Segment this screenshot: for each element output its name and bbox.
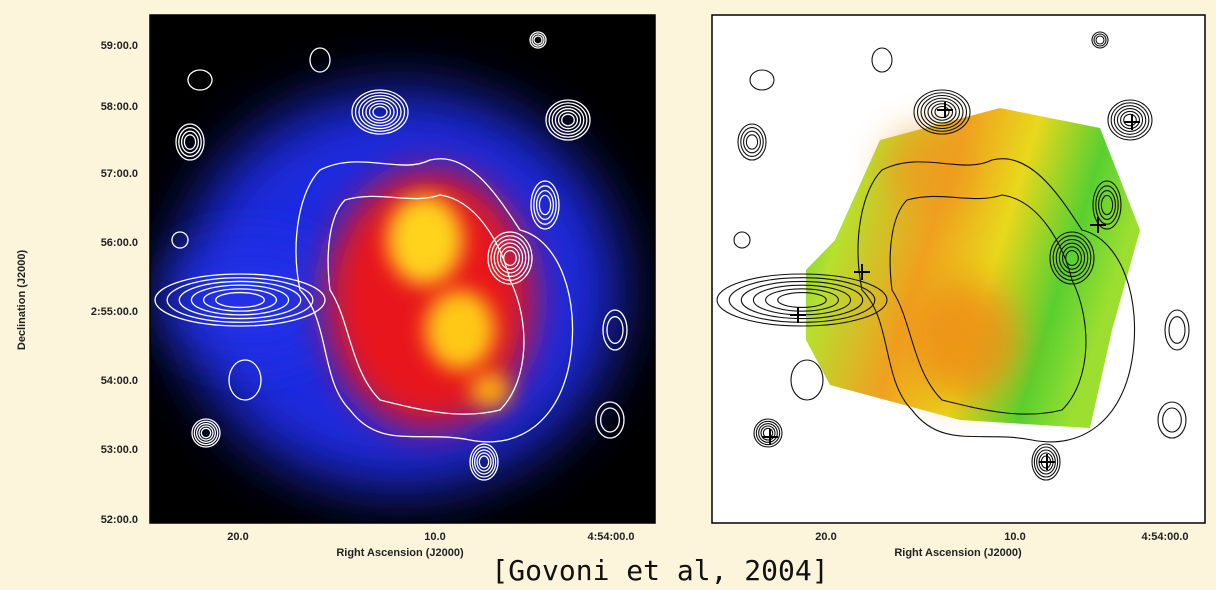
y-tick-label: 59:00.0	[101, 40, 138, 52]
y-tick-label: 52:00.0	[101, 514, 138, 526]
y-tick-label: 2:55:00.0	[91, 306, 138, 318]
x-axis-title: Right Ascension (J2000)	[336, 547, 464, 559]
spectral-patch	[910, 280, 1020, 400]
y-tick-label: 56:00.0	[101, 237, 138, 249]
y-tick-labels: 59:00.0 58:00.0 57:00.0 56:00.0 2:55:00.0 54:…	[91, 40, 138, 526]
spectral-index-image	[712, 15, 1205, 523]
yellow-emission	[470, 372, 510, 408]
y-tick-label: 58:00.0	[101, 101, 138, 113]
x-tick-label: 10.0	[424, 531, 445, 543]
y-tick-label: 57:00.0	[101, 168, 138, 180]
yellow-emission	[425, 290, 495, 370]
y-tick-label: 54:00.0	[101, 375, 138, 387]
y-axis-title: Declination (J2000)	[16, 250, 28, 351]
figure: Declination (J2000) 59:00.0 58:00.0 57:00.…	[0, 0, 1216, 590]
xray-image	[150, 15, 655, 523]
x-axis-title: Right Ascension (J2000)	[894, 547, 1022, 559]
x-tick-label: 20.0	[815, 531, 836, 543]
y-tick-label: 53:00.0	[101, 444, 138, 456]
x-tick-label: 4:54:00.0	[587, 531, 634, 543]
x-tick-label: 10.0	[1004, 531, 1025, 543]
caption: [Govoni et al, 2004]	[491, 554, 828, 587]
page: Declination (J2000) 59:00.0 58:00.0 57:00.…	[0, 0, 1216, 590]
yellow-emission	[387, 195, 463, 285]
x-tick-label: 4:54:00.0	[1141, 531, 1188, 543]
x-tick-label: 20.0	[227, 531, 248, 543]
